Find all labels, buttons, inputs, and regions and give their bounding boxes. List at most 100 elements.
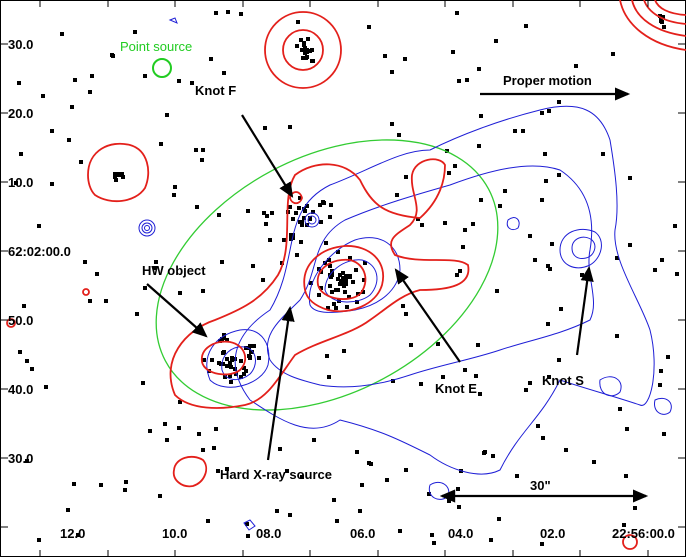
event-pixel <box>297 206 301 210</box>
event-pixel <box>298 196 302 200</box>
event-pixel <box>233 367 237 371</box>
event-pixel <box>221 351 225 355</box>
event-pixel <box>390 122 394 126</box>
event-pixel <box>323 261 327 265</box>
event-pixel <box>536 424 540 428</box>
source-region-ellipse <box>155 139 499 411</box>
event-pixel <box>461 245 465 249</box>
event-pixel <box>14 181 18 185</box>
event-pixel <box>367 25 371 29</box>
event-pixel <box>261 278 265 282</box>
event-pixel <box>70 105 74 109</box>
dec-tick-label: 62:02:00.0 <box>8 244 71 259</box>
event-pixel <box>295 44 299 48</box>
dec-tick-label: 40.0 <box>8 382 33 397</box>
event-pixel <box>228 374 232 378</box>
proper-motion-label: Proper motion <box>503 73 592 88</box>
event-pixel <box>463 228 467 232</box>
event-pixel <box>95 272 99 276</box>
event-pixel <box>347 295 351 299</box>
event-pixel <box>580 273 584 277</box>
ra-tick-label: 12.0 <box>60 526 85 541</box>
event-pixel <box>409 343 413 347</box>
event-pixel <box>447 171 451 175</box>
event-pixel <box>329 203 333 207</box>
event-pixel <box>666 355 670 359</box>
event-pixel <box>503 189 507 193</box>
event-pixel <box>624 474 628 478</box>
event-pixel <box>17 81 21 85</box>
event-pixel <box>177 426 181 430</box>
event-pixel <box>90 74 94 78</box>
event-pixel <box>288 205 292 209</box>
event-pixel <box>557 173 561 177</box>
event-pixel <box>385 478 389 482</box>
event-pixel <box>262 211 266 215</box>
event-pixel <box>202 358 206 362</box>
event-pixel <box>332 498 336 502</box>
event-pixel <box>430 533 434 537</box>
event-pixel <box>303 209 307 213</box>
event-pixel <box>83 260 87 264</box>
event-pixel <box>242 372 246 376</box>
event-pixel <box>133 30 137 34</box>
event-pixel <box>116 172 120 176</box>
event-pixel <box>299 38 303 42</box>
event-pixel <box>265 214 269 218</box>
event-pixel <box>478 392 482 396</box>
knot-e-label: Knot E <box>435 381 477 396</box>
event-pixel <box>190 81 194 85</box>
event-pixel <box>403 57 407 61</box>
event-pixel <box>50 129 54 133</box>
event-pixel <box>113 172 117 176</box>
event-pixel <box>336 288 340 292</box>
event-pixel <box>321 200 325 204</box>
event-pixel <box>285 469 289 473</box>
event-pixel <box>201 448 205 452</box>
ra-tick-label: 06.0 <box>350 526 375 541</box>
scale-bar-label: 30" <box>530 478 551 493</box>
event-pixel <box>165 438 169 442</box>
event-pixel <box>432 541 436 545</box>
event-pixel <box>547 375 551 379</box>
event-pixel <box>334 306 338 310</box>
event-pixel <box>250 350 254 354</box>
event-pixel <box>615 256 619 260</box>
event-pixel <box>244 346 248 350</box>
event-pixel <box>25 459 29 463</box>
event-pixel <box>245 522 249 526</box>
event-pixel <box>300 475 304 479</box>
event-pixel <box>659 19 663 23</box>
event-pixel <box>88 299 92 303</box>
event-pixel <box>618 407 622 411</box>
event-pixel <box>121 175 125 179</box>
event-pixel <box>317 267 321 271</box>
event-pixel <box>479 198 483 202</box>
event-pixel <box>222 336 226 340</box>
event-pixel <box>533 258 537 262</box>
event-pixel <box>318 203 322 207</box>
event-pixel <box>360 483 364 487</box>
event-pixel <box>270 211 274 215</box>
event-pixel <box>336 277 340 281</box>
event-pixel <box>327 258 331 262</box>
event-pixel <box>73 78 77 82</box>
event-pixel <box>239 375 243 379</box>
event-pixel <box>268 238 272 242</box>
event-pixel <box>345 305 349 309</box>
event-pixel <box>615 334 619 338</box>
event-pixel <box>306 37 310 41</box>
event-pixel <box>436 342 440 346</box>
event-pixel <box>222 333 226 337</box>
event-pixel <box>220 260 224 264</box>
dec-tick-label: 20.0 <box>8 106 33 121</box>
event-pixel <box>201 148 205 152</box>
event-pixel <box>341 276 345 280</box>
event-pixel <box>361 290 365 294</box>
event-pixel <box>491 454 495 458</box>
event-pixel <box>443 221 447 225</box>
event-pixel <box>295 253 299 257</box>
event-pixel <box>197 432 201 436</box>
ra-tick-label: 04.0 <box>448 526 473 541</box>
event-pixel <box>263 126 267 130</box>
